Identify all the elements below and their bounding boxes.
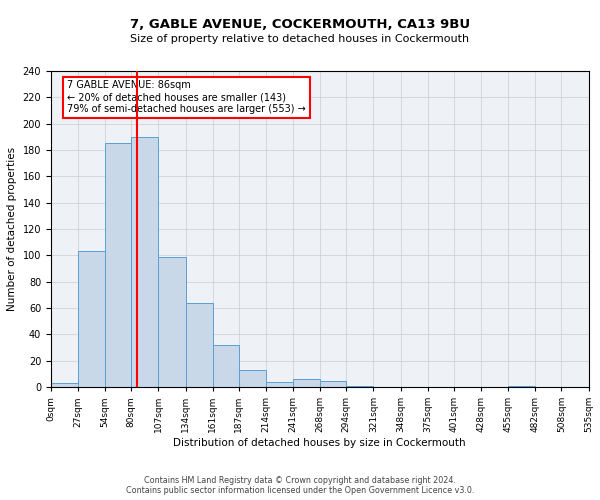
Text: 7, GABLE AVENUE, COCKERMOUTH, CA13 9BU: 7, GABLE AVENUE, COCKERMOUTH, CA13 9BU: [130, 18, 470, 30]
Bar: [239, 370, 266, 387]
Bar: [293, 379, 320, 387]
Bar: [51, 383, 78, 387]
Bar: [185, 303, 212, 387]
Text: Contains HM Land Registry data © Crown copyright and database right 2024.: Contains HM Land Registry data © Crown c…: [144, 476, 456, 485]
Bar: [346, 386, 373, 387]
Bar: [212, 345, 239, 387]
Y-axis label: Number of detached properties: Number of detached properties: [7, 147, 17, 311]
Text: Contains public sector information licensed under the Open Government Licence v3: Contains public sector information licen…: [126, 486, 474, 495]
Bar: [266, 382, 293, 387]
Text: Size of property relative to detached houses in Cockermouth: Size of property relative to detached ho…: [130, 34, 470, 44]
Bar: [105, 144, 131, 387]
Text: 7 GABLE AVENUE: 86sqm
← 20% of detached houses are smaller (143)
79% of semi-det: 7 GABLE AVENUE: 86sqm ← 20% of detached …: [67, 80, 306, 114]
Bar: [158, 256, 185, 387]
Bar: [320, 380, 346, 387]
Bar: [508, 386, 535, 387]
X-axis label: Distribution of detached houses by size in Cockermouth: Distribution of detached houses by size …: [173, 438, 466, 448]
Bar: [131, 137, 158, 387]
Bar: [78, 252, 105, 387]
